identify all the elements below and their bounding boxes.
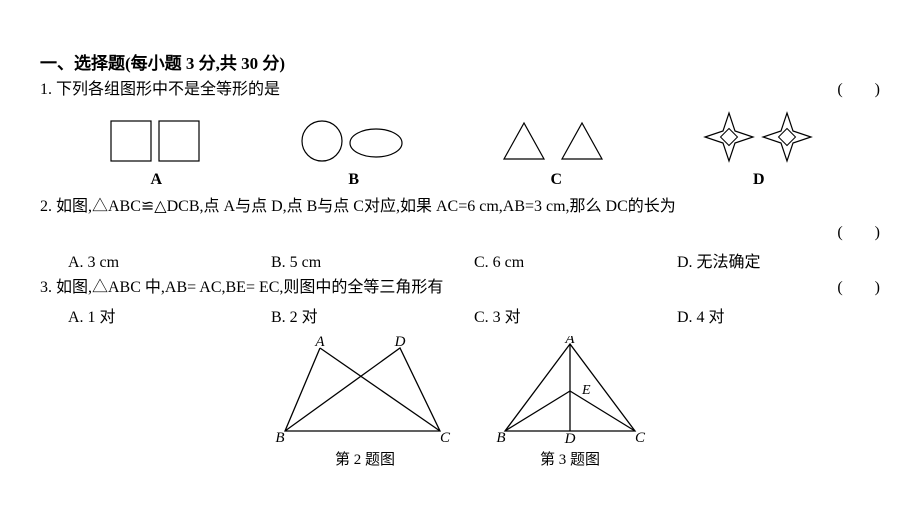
q2-label-C: C <box>440 430 451 446</box>
q2-label-B: B <box>275 430 284 446</box>
q2-text: 如图,△ABC≌△DCB,点 A与点 D,点 B与点 C对应,如果 AC=6 c… <box>56 198 676 215</box>
q1-label-a: A <box>101 167 211 193</box>
q3-label-C: C <box>635 430 646 446</box>
q2-num: 2. <box>40 198 52 215</box>
q1-option-c: C <box>496 117 616 193</box>
q2-figure: A D B C 第 2 题图 <box>270 336 460 472</box>
q3-opt-c: C. 3 对 <box>474 305 677 331</box>
q2-paren-line: ( ) <box>40 220 880 246</box>
two-triangles-icon <box>496 117 616 165</box>
q3-paren: ( ) <box>837 275 880 301</box>
q3-fig-caption: 第 3 题图 <box>490 448 650 472</box>
question-3: 3. 如图,△ABC 中,AB= AC,BE= EC,则图中的全等三角形有 ( … <box>40 275 880 301</box>
q2-paren: ( ) <box>837 224 880 241</box>
q2-fig-caption: 第 2 题图 <box>270 448 460 472</box>
q1-text: 下列各组图形中不是全等形的是 <box>56 81 280 98</box>
q2-label-D: D <box>394 336 406 350</box>
bottom-figures: A D B C 第 2 题图 A E B D C 第 3 题图 <box>40 336 880 472</box>
section-header: 一、选择题(每小题 3 分,共 30 分) <box>40 50 880 77</box>
q1-paren: ( ) <box>837 77 880 103</box>
q1-num: 1. <box>40 81 52 98</box>
q3-num: 3. <box>40 279 52 296</box>
q1-label-b: B <box>294 167 414 193</box>
q2-opt-d: D. 无法确定 <box>677 250 880 276</box>
q2-options: A. 3 cm B. 5 cm C. 6 cm D. 无法确定 <box>40 250 880 276</box>
q3-text: 如图,△ABC 中,AB= AC,BE= EC,则图中的全等三角形有 <box>56 279 443 296</box>
q3-opt-d: D. 4 对 <box>677 305 880 331</box>
q2-opt-c: C. 6 cm <box>474 250 677 276</box>
q2-opt-b: B. 5 cm <box>271 250 474 276</box>
q3-label-E: E <box>581 383 591 398</box>
q1-option-d: D <box>699 109 819 193</box>
q3-figure: A E B D C 第 3 题图 <box>490 336 650 472</box>
q2-label-A: A <box>314 336 325 350</box>
q3-label-D: D <box>564 431 576 446</box>
q3-diagram: A E B D C <box>490 336 650 446</box>
q3-label-A: A <box>564 336 575 347</box>
q2-opt-a: A. 3 cm <box>68 250 271 276</box>
q3-options: A. 1 对 B. 2 对 C. 3 对 D. 4 对 <box>40 305 880 331</box>
q1-option-a: A <box>101 117 211 193</box>
circle-ellipse-icon <box>294 117 414 165</box>
question-1: 1. 下列各组图形中不是全等形的是 ( ) <box>40 77 880 103</box>
two-stars-icon <box>699 109 819 165</box>
two-squares-icon <box>101 117 211 165</box>
q3-opt-a: A. 1 对 <box>68 305 271 331</box>
q3-opt-b: B. 2 对 <box>271 305 474 331</box>
q1-label-c: C <box>496 167 616 193</box>
q3-label-B: B <box>496 430 505 446</box>
q1-figure-row: A B C D <box>40 109 880 193</box>
question-2: 2. 如图,△ABC≌△DCB,点 A与点 D,点 B与点 C对应,如果 AC=… <box>40 194 880 220</box>
q2-diagram: A D B C <box>270 336 460 446</box>
q1-option-b: B <box>294 117 414 193</box>
q1-label-d: D <box>699 167 819 193</box>
